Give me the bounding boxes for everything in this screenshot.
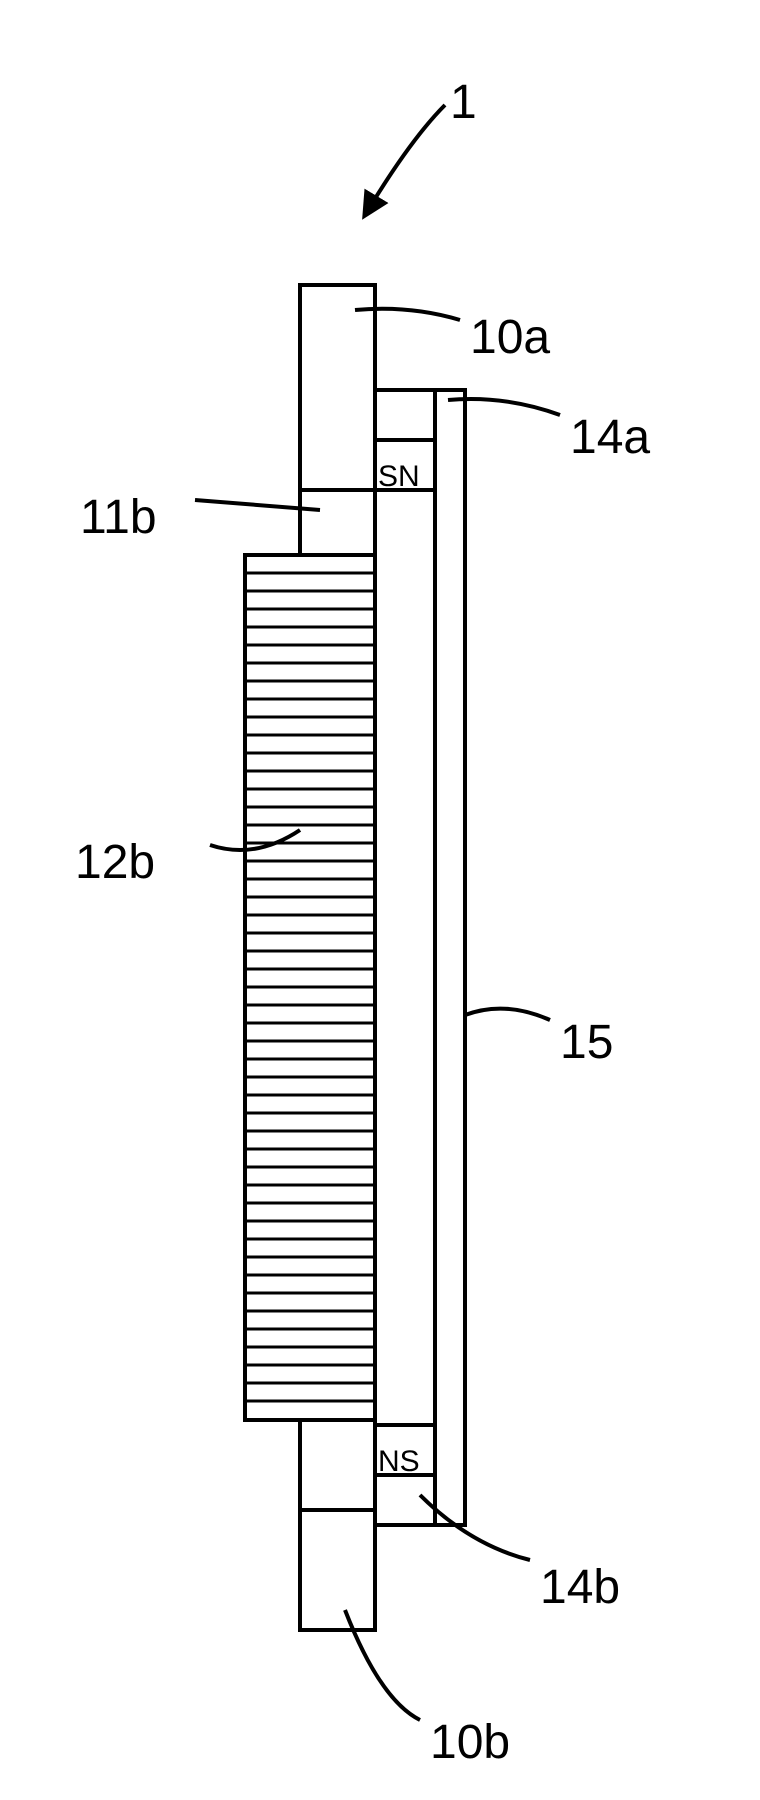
label-15: 15 <box>560 1015 613 1070</box>
label-12b: 12b <box>75 835 155 890</box>
label-main: 1 <box>450 75 477 130</box>
label-SN: SN <box>378 460 420 494</box>
label-11b: 11b <box>80 490 157 545</box>
label-10b: 10b <box>430 1715 510 1770</box>
label-14b: 14b <box>540 1560 620 1615</box>
label-10a: 10a <box>470 310 550 365</box>
label-NS: NS <box>378 1445 420 1479</box>
label-14a: 14a <box>570 410 650 465</box>
